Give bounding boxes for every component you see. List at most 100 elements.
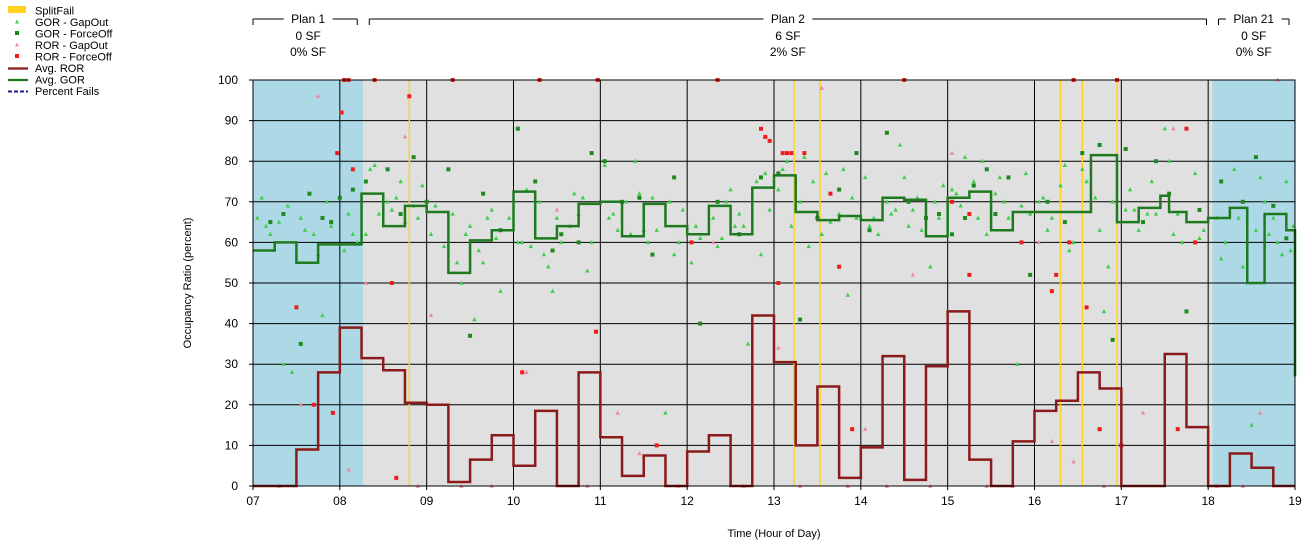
gor_gapout-point (524, 187, 529, 192)
y-tick-label: 50 (225, 276, 239, 290)
ror_gapout-point (298, 402, 303, 407)
ror_forceoff-point (1097, 427, 1102, 432)
y-tick-label: 80 (225, 154, 239, 168)
gor_gapout-point (941, 183, 946, 188)
gor_gapout-point (368, 166, 373, 172)
gor_gapout-point (467, 223, 473, 228)
x-tick-label: 09 (420, 494, 434, 508)
gor_gapout-point (732, 223, 738, 228)
ror_forceoff-point (758, 126, 763, 131)
gor_forceoff-point (1219, 179, 1224, 184)
gor_gapout-point (1223, 239, 1228, 245)
gor_gapout-point (559, 239, 564, 245)
gor_gapout-point (928, 264, 933, 269)
x-tick-label: 17 (1115, 494, 1129, 508)
ror_gapout-point (524, 369, 529, 375)
gor_gapout-point (1291, 223, 1296, 228)
gor_gapout-point (645, 239, 651, 245)
plan-sf-percent: 0% SF (290, 45, 326, 59)
gor_forceoff-point (398, 211, 403, 216)
gor_forceoff-point (884, 130, 889, 135)
gor_gapout-point (780, 166, 785, 172)
x-tick-label: 07 (246, 494, 260, 508)
y-tick-label: 100 (218, 73, 238, 87)
gor_gapout-point (385, 199, 390, 204)
ror_forceoff-point (850, 427, 855, 432)
gor_gapout-point (1179, 239, 1185, 245)
gor_gapout-point (745, 341, 751, 346)
ror_gapout-point (1071, 459, 1076, 464)
gor_gapout-point (1197, 235, 1202, 241)
plan-name: Plan 21 (1233, 12, 1274, 26)
gor_forceoff-point (411, 155, 416, 160)
gor_gapout-point (841, 166, 846, 172)
gor_gapout-point (472, 317, 477, 322)
gor_gapout-point (515, 239, 521, 245)
gor_gapout-point (1084, 179, 1089, 184)
gor_gapout-point (328, 223, 334, 228)
legend-swatch-gor_gapout (15, 19, 19, 24)
gor_forceoff-point (1253, 155, 1258, 160)
gor_forceoff-point (984, 167, 989, 172)
gor_gapout-point (876, 231, 881, 236)
gor_gapout-point (906, 223, 911, 228)
gor_gapout-point (1149, 179, 1154, 184)
gor_forceoff-point (363, 179, 368, 184)
ror_gapout-point (1171, 126, 1176, 131)
gor_gapout-point (763, 170, 768, 176)
gor_gapout-point (611, 211, 616, 216)
gor_gapout-point (1127, 187, 1133, 192)
gor_gapout-point (797, 199, 803, 204)
gor_gapout-point (1123, 207, 1128, 212)
gor_forceoff-point (1097, 142, 1102, 147)
legend-label-ror_forceoff: ROR - ForceOff (35, 52, 113, 64)
x-tick-label: 12 (680, 494, 694, 508)
gor_forceoff-point (637, 195, 642, 200)
gor_gapout-point (884, 199, 890, 204)
gor_gapout-point (724, 199, 729, 204)
gor_forceoff-point (950, 232, 955, 237)
gor_forceoff-point (1167, 191, 1172, 196)
gor_gapout-point (259, 195, 264, 200)
gor_forceoff-point (798, 317, 803, 322)
gor_gapout-point (459, 280, 464, 285)
gor_gapout-point (854, 215, 859, 220)
gor_gapout-point (910, 207, 916, 212)
gor_forceoff-point (1141, 220, 1146, 225)
gor_gapout-point (810, 179, 816, 184)
plan-sf-count: 0 SF (295, 29, 320, 43)
gor_forceoff-point (963, 216, 968, 221)
ror_forceoff-point (789, 151, 794, 156)
gor_gapout-point (320, 312, 325, 318)
gor_gapout-point (1045, 227, 1050, 232)
gor_forceoff-point (576, 240, 581, 245)
gor_gapout-point (615, 227, 620, 232)
gor_gapout-point (737, 211, 742, 216)
gor_gapout-point (268, 231, 273, 236)
y-tick-label: 30 (225, 357, 239, 371)
ror_forceoff-point (350, 167, 355, 172)
gor_forceoff-point (776, 171, 781, 176)
gor_gapout-point (1232, 166, 1237, 172)
gor_gapout-point (954, 191, 959, 196)
gor_gapout-point (1262, 199, 1267, 204)
ror_forceoff-point (780, 151, 785, 156)
x-tick-label: 14 (854, 494, 868, 508)
gor_forceoff-point (758, 175, 763, 180)
gor_gapout-point (420, 183, 425, 188)
gor_gapout-point (1153, 211, 1159, 216)
gor_forceoff-point (1110, 337, 1115, 342)
gor_gapout-point (949, 187, 955, 192)
gor_forceoff-point (337, 195, 342, 200)
legend-swatch-ror_gapout (15, 42, 19, 47)
gor_gapout-point (1275, 239, 1280, 245)
gor_forceoff-point (329, 220, 334, 225)
plan-sf-percent: 0% SF (1236, 45, 1272, 59)
ror_forceoff-point (1193, 240, 1198, 245)
gor_gapout-point (728, 187, 733, 192)
gor_forceoff-point (515, 126, 520, 131)
gor_gapout-point (372, 162, 377, 167)
gor_forceoff-point (837, 187, 842, 192)
gor_forceoff-point (854, 151, 859, 156)
